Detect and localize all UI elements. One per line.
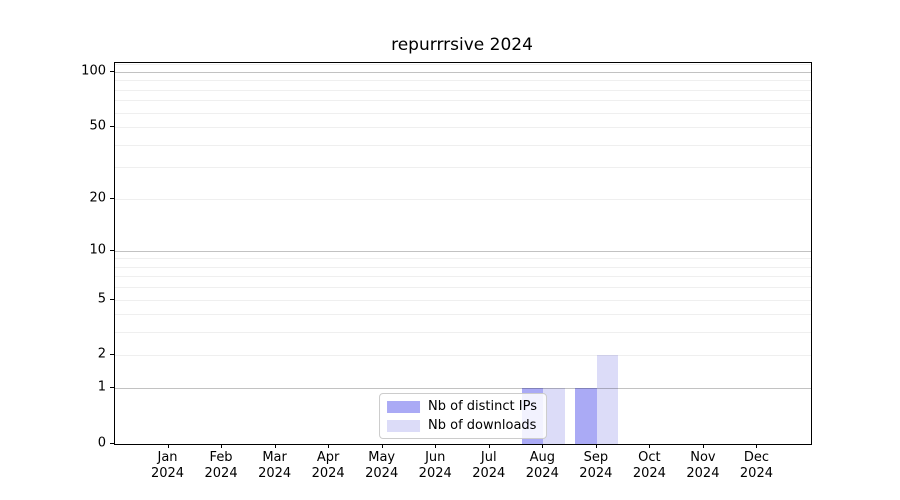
bar-distinct-ips-sep	[575, 388, 597, 444]
legend-swatch-downloads	[387, 419, 421, 432]
x-tick-year: 2024	[739, 466, 773, 481]
y-tick-mark	[110, 354, 114, 356]
x-tick-year: 2024	[525, 466, 559, 481]
x-tick-year: 2024	[632, 466, 666, 481]
y-tick-mark	[110, 387, 114, 389]
x-tick-month: Aug	[529, 450, 555, 465]
x-tick-month: Mar	[262, 450, 287, 465]
x-tick-month: Feb	[209, 450, 233, 465]
x-tick-month: May	[368, 450, 396, 465]
x-tick-month: Jul	[480, 450, 497, 465]
x-tick-label: Jul 2024	[459, 450, 519, 482]
x-tick-year: 2024	[258, 466, 292, 481]
x-tick-label: Dec 2024	[726, 450, 786, 482]
x-tick-year: 2024	[686, 466, 720, 481]
y-tick-label: 0	[97, 435, 106, 451]
y-tick-label: 1	[97, 379, 106, 395]
x-tick-mark	[756, 444, 758, 448]
x-tick-label: Jun 2024	[405, 450, 465, 482]
legend: Nb of distinct IPs Nb of downloads	[379, 393, 547, 439]
x-tick-year: 2024	[150, 466, 185, 481]
x-tick-year: 2024	[579, 466, 613, 481]
y-tick-label: 5	[97, 291, 106, 307]
x-tick-mark	[435, 444, 437, 448]
x-tick-label: Oct 2024	[619, 450, 679, 482]
y-tick-label: 10	[89, 242, 106, 258]
x-tick-mark	[488, 444, 490, 448]
x-tick-month: Oct	[638, 450, 661, 465]
x-tick-label: May 2024	[352, 450, 412, 482]
bar-downloads-sep	[596, 355, 619, 444]
bar-downloads-aug	[543, 388, 565, 444]
y-tick-mark	[110, 249, 114, 251]
x-tick-label: Jan 2024	[138, 450, 198, 482]
x-tick-year: 2024	[204, 466, 238, 481]
y-tick-mark	[110, 126, 114, 128]
x-tick-mark	[274, 444, 276, 448]
x-tick-month: Jan	[157, 450, 178, 465]
legend-label-distinct-ips: Nb of distinct IPs	[428, 399, 537, 414]
x-tick-year: 2024	[311, 466, 345, 481]
x-tick-month: Apr	[316, 450, 340, 465]
x-tick-mark	[167, 444, 169, 448]
legend-label-downloads: Nb of downloads	[428, 418, 537, 433]
y-tick-mark	[110, 443, 114, 444]
x-tick-label: Mar 2024	[245, 450, 305, 482]
plot-area: Nb of distinct IPs Nb of downloads	[114, 62, 812, 445]
x-tick-year: 2024	[365, 466, 399, 481]
x-tick-mark	[595, 444, 597, 448]
y-tick-label: 100	[81, 63, 106, 79]
bars-layer	[115, 63, 811, 444]
x-tick-label: Apr 2024	[298, 450, 358, 482]
x-tick-month: Sep	[583, 450, 609, 465]
x-tick-mark	[328, 444, 330, 448]
y-tick-mark	[110, 197, 114, 199]
x-tick-month: Jun	[425, 450, 446, 465]
x-tick-label: Feb 2024	[191, 450, 251, 482]
x-tick-mark	[542, 444, 544, 448]
x-tick-year: 2024	[472, 466, 506, 481]
y-tick-label: 20	[89, 190, 106, 206]
y-tick-label: 2	[97, 346, 106, 362]
legend-item-downloads: Nb of downloads	[387, 418, 537, 433]
x-tick-label: Nov 2024	[673, 450, 733, 482]
x-tick-month: Dec	[743, 450, 770, 465]
y-tick-mark	[110, 71, 114, 73]
x-tick-month: Nov	[690, 450, 716, 465]
x-tick-year: 2024	[418, 466, 452, 481]
y-tick-mark	[110, 298, 114, 300]
y-tick-label: 50	[89, 118, 106, 134]
chart-title: repurrrsive 2024	[391, 35, 533, 55]
legend-swatch-distinct-ips	[387, 400, 421, 413]
x-tick-label: Sep 2024	[566, 450, 626, 482]
x-tick-mark	[381, 444, 383, 448]
x-tick-mark	[221, 444, 223, 448]
x-tick-label: Aug 2024	[512, 450, 572, 482]
legend-item-distinct-ips: Nb of distinct IPs	[387, 399, 537, 414]
x-tick-mark	[649, 444, 651, 448]
x-tick-mark	[702, 444, 704, 448]
